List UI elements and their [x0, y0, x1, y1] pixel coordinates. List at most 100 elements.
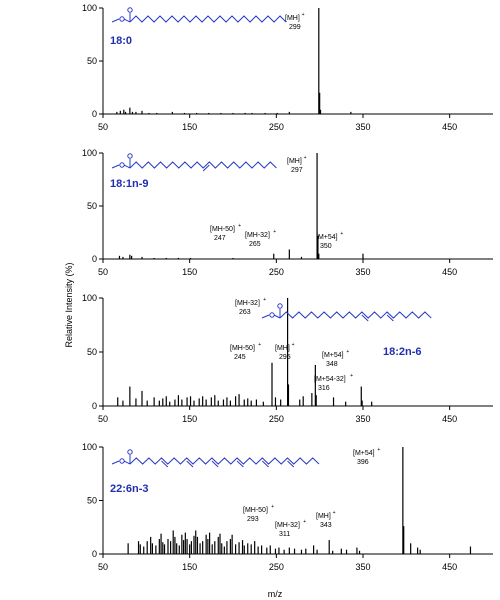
molecule-chain: [279, 311, 432, 319]
molecule-chain: [129, 15, 287, 23]
peak-annotation-label: [MH-32]: [235, 300, 260, 307]
molecule-chain: [129, 457, 320, 465]
peak-annotation-label: [MH]: [316, 513, 331, 520]
peak-annotation-charge: +: [258, 342, 261, 348]
x-tick-label: 250: [269, 562, 284, 572]
x-tick-label: 250: [269, 267, 284, 277]
peak-annotation-charge: +: [304, 155, 307, 161]
x-tick-label: 450: [442, 562, 457, 572]
peak-annotation-label: [M+54]: [322, 352, 344, 359]
y-tick-label: 100: [82, 148, 97, 158]
peak-annotation-charge: +: [273, 229, 276, 235]
ester-oxygen: [119, 458, 125, 464]
peak-annotation-label: [MH]: [275, 345, 290, 352]
compound-name: 22:6n-3: [110, 483, 149, 495]
double-bond: [236, 460, 244, 468]
peak-annotation-charge: +: [346, 349, 349, 355]
peak-annotation-mz: 293: [247, 516, 259, 523]
y-tick-label: 50: [87, 347, 97, 357]
compound-name: 18:0: [110, 35, 132, 47]
y-tick-label: 0: [92, 401, 97, 411]
carbonyl-oxygen: [127, 153, 133, 159]
x-tick-label: 350: [355, 267, 370, 277]
carbonyl-oxygen: [127, 449, 133, 455]
y-tick-label: 100: [82, 442, 97, 452]
ester-bond: [123, 460, 131, 465]
carbonyl-oxygen: [277, 303, 283, 309]
ester-methyl: [111, 18, 120, 23]
x-tick-label: 50: [98, 562, 108, 572]
peak-annotation-mz: 348: [326, 361, 338, 368]
peak-annotation-label: [MH-32]: [245, 232, 270, 239]
peak-annotation-mz: 297: [291, 167, 303, 174]
peak-annotation-mz: 316: [318, 385, 330, 392]
peak-annotation-charge: +: [238, 223, 241, 229]
x-tick-label: 450: [442, 414, 457, 424]
peak-annotation-label: [MH]: [285, 15, 300, 22]
peak-annotation-label: [M+54]: [316, 234, 338, 241]
peak-annotation-mz: 245: [234, 354, 246, 361]
peak-annotation-label: [MH]: [287, 158, 302, 165]
y-tick-label: 100: [82, 3, 97, 13]
peak-annotation-label: [MH-50]: [243, 507, 268, 514]
x-tick-label: 50: [98, 414, 108, 424]
peak-annotation-label: [MH-32]: [275, 522, 300, 529]
double-bond: [202, 164, 210, 172]
x-tick-label: 450: [442, 267, 457, 277]
peak-annotation-mz: 299: [289, 24, 301, 31]
double-bond: [361, 314, 369, 322]
x-tick-label: 50: [98, 122, 108, 132]
ester-bond: [123, 164, 131, 169]
double-bond: [386, 314, 394, 322]
molecule-structure: [261, 303, 432, 322]
peak-annotation-charge: +: [302, 12, 305, 18]
peak-annotation-mz: 343: [320, 522, 332, 529]
x-tick-label: 150: [182, 414, 197, 424]
x-tick-label: 350: [355, 122, 370, 132]
molecule-structure: [111, 449, 320, 468]
ester-methyl: [111, 460, 120, 465]
peak-annotation-label: [MH-50]: [230, 345, 255, 352]
compound-name: 18:2n-6: [383, 346, 422, 358]
double-bond: [287, 460, 295, 468]
peak-annotation-label: [MH-50]: [210, 226, 235, 233]
peak-annotation-mz: 263: [239, 309, 251, 316]
x-tick-label: 350: [355, 562, 370, 572]
double-bond: [211, 460, 219, 468]
x-tick-label: 350: [355, 414, 370, 424]
y-axis-label: Relative Intensity (%): [64, 262, 74, 347]
molecule-structure: [111, 153, 277, 172]
x-tick-label: 250: [269, 122, 284, 132]
peak-annotation-charge: +: [350, 373, 353, 379]
molecule-structure: [111, 7, 287, 23]
carbonyl-oxygen: [127, 7, 133, 13]
peak-annotation-mz: 295: [279, 354, 291, 361]
ester-methyl: [111, 164, 120, 169]
peak-annotation-label: [M+54]: [353, 450, 375, 457]
y-tick-label: 50: [87, 496, 97, 506]
double-bond: [261, 460, 269, 468]
peak-annotation-label: [M+54-32]: [314, 376, 346, 383]
y-tick-label: 0: [92, 109, 97, 119]
x-axis-label: m/z: [268, 589, 283, 599]
ester-oxygen: [119, 162, 125, 168]
x-tick-label: 450: [442, 122, 457, 132]
y-tick-label: 100: [82, 293, 97, 303]
peak-annotation-charge: +: [292, 342, 295, 348]
y-tick-label: 50: [87, 56, 97, 66]
ester-oxygen: [269, 312, 275, 318]
double-bond: [186, 460, 194, 468]
peak-annotation-mz: 311: [279, 531, 290, 538]
x-tick-label: 150: [182, 267, 197, 277]
ester-oxygen: [119, 16, 125, 22]
x-tick-label: 250: [269, 414, 284, 424]
ester-bond: [273, 314, 281, 319]
x-tick-label: 150: [182, 562, 197, 572]
double-bond: [161, 460, 169, 468]
peak-annotation-charge: +: [377, 447, 380, 453]
